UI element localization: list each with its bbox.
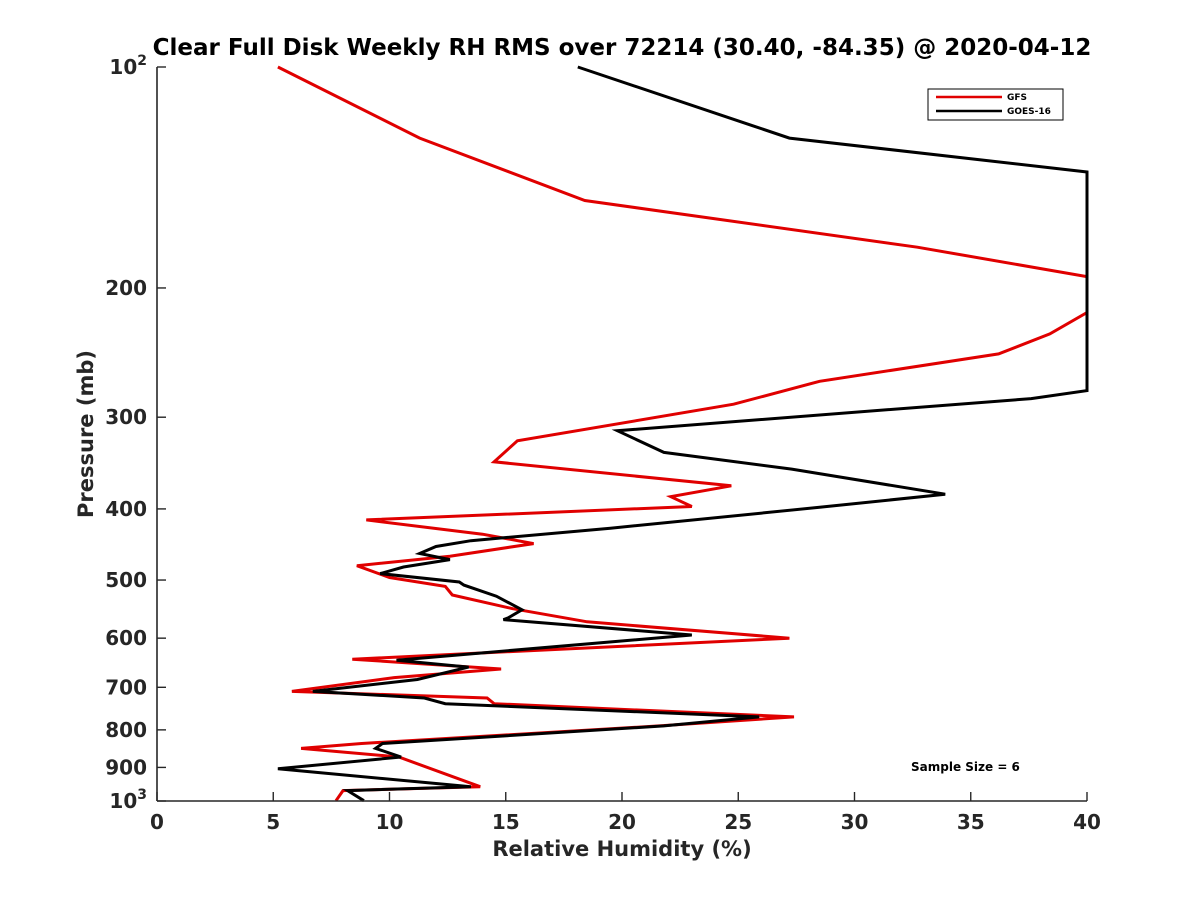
legend-label-gfs: GFS <box>1007 93 1027 103</box>
y-tick-label: 900 <box>105 755 147 779</box>
legend: GFS GOES-16 <box>927 88 1064 121</box>
y-ticks: 102 200 300 400 500 600 700 800 900 103 <box>105 53 166 813</box>
x-tick-label: 25 <box>724 810 752 834</box>
sample-size-annotation: Sample Size = 6 <box>911 760 1020 774</box>
x-tick-label: 35 <box>957 810 985 834</box>
y-tick-label: 300 <box>105 405 147 429</box>
y-tick-label: 200 <box>105 276 147 300</box>
y-tick-label: 700 <box>105 675 147 699</box>
y-tick-label: 400 <box>105 497 147 521</box>
x-tick-label: 30 <box>841 810 869 834</box>
x-tick-label: 20 <box>608 810 636 834</box>
y-tick-label: 103 <box>109 787 147 813</box>
series-layer <box>277 65 1089 802</box>
x-axis-label: Relative Humidity (%) <box>492 837 751 861</box>
chart-title: Clear Full Disk Weekly RH RMS over 72214… <box>153 35 1092 61</box>
x-tick-label: 15 <box>492 810 520 834</box>
x-tick-label: 40 <box>1073 810 1101 834</box>
x-tick-label: 5 <box>266 810 280 834</box>
x-ticks: 0 5 10 15 20 25 30 35 40 <box>150 792 1101 834</box>
y-axis-label: Pressure (mb) <box>74 350 98 518</box>
x-tick-label: 0 <box>150 810 164 834</box>
legend-label-goes16: GOES-16 <box>1007 107 1051 117</box>
y-tick-label: 102 <box>109 53 147 79</box>
legend-box <box>927 88 1064 121</box>
y-tick-label: 800 <box>105 718 147 742</box>
y-tick-label: 500 <box>105 568 147 592</box>
y-tick-label: 600 <box>105 626 147 650</box>
series-line-goes16 <box>277 65 1089 802</box>
x-tick-label: 10 <box>376 810 404 834</box>
